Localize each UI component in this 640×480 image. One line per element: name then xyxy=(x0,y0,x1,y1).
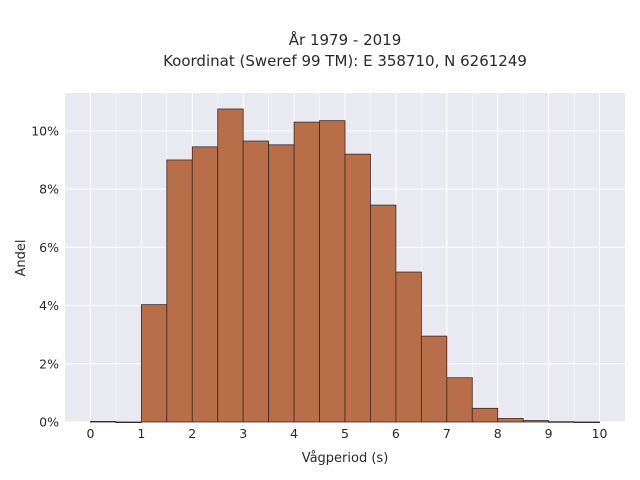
x-tick-label: 1 xyxy=(137,426,145,441)
y-tick-label: 4% xyxy=(39,298,59,313)
x-tick-label: 8 xyxy=(494,426,502,441)
histogram-bar xyxy=(573,421,600,424)
histogram-bar xyxy=(548,421,575,423)
x-axis-label: Vågperiod (s) xyxy=(302,451,389,466)
histogram-bar xyxy=(446,377,473,423)
histogram-bar xyxy=(522,420,550,423)
histogram-bar xyxy=(395,271,422,423)
y-tick-label: 6% xyxy=(39,240,59,255)
x-tick-label: 10 xyxy=(592,426,608,441)
y-axis-ticks: 0% 2% 4% 6% 8% 10% xyxy=(31,123,59,429)
histogram-bar xyxy=(319,120,346,423)
chart-title: År 1979 - 2019 xyxy=(289,30,402,49)
x-tick-label: 9 xyxy=(545,426,553,441)
x-tick-label: 7 xyxy=(443,426,451,441)
y-tick-label: 0% xyxy=(39,415,59,430)
histogram-bar xyxy=(166,159,193,423)
histogram-bar xyxy=(268,144,295,423)
histogram-bar xyxy=(242,140,270,423)
histogram-bar xyxy=(140,304,168,423)
x-tick-label: 2 xyxy=(188,426,196,441)
y-tick-label: 2% xyxy=(39,356,59,371)
histogram-bar xyxy=(191,146,219,423)
bars xyxy=(90,108,600,424)
histogram-bar xyxy=(115,421,142,424)
y-tick-label: 8% xyxy=(39,182,59,197)
x-axis-ticks: 0 1 2 3 4 5 6 7 8 9 10 xyxy=(86,426,607,441)
histogram-bar xyxy=(293,121,320,423)
histogram-bar xyxy=(90,421,117,423)
histogram-bar xyxy=(344,153,371,423)
x-tick-label: 4 xyxy=(290,426,298,441)
y-tick-label: 10% xyxy=(31,123,59,138)
histogram-bar xyxy=(420,335,448,423)
histogram-bar xyxy=(217,108,244,423)
chart-subtitle: Koordinat (Sweref 99 TM): E 358710, N 62… xyxy=(163,52,527,70)
x-tick-label: 0 xyxy=(86,426,94,441)
y-axis-label: Andel xyxy=(14,240,29,277)
x-tick-label: 5 xyxy=(341,426,349,441)
x-tick-label: 3 xyxy=(239,426,247,441)
histogram-bar xyxy=(471,407,499,423)
histogram-bar xyxy=(370,204,397,423)
histogram-bar xyxy=(497,418,524,423)
x-tick-label: 6 xyxy=(392,426,400,441)
